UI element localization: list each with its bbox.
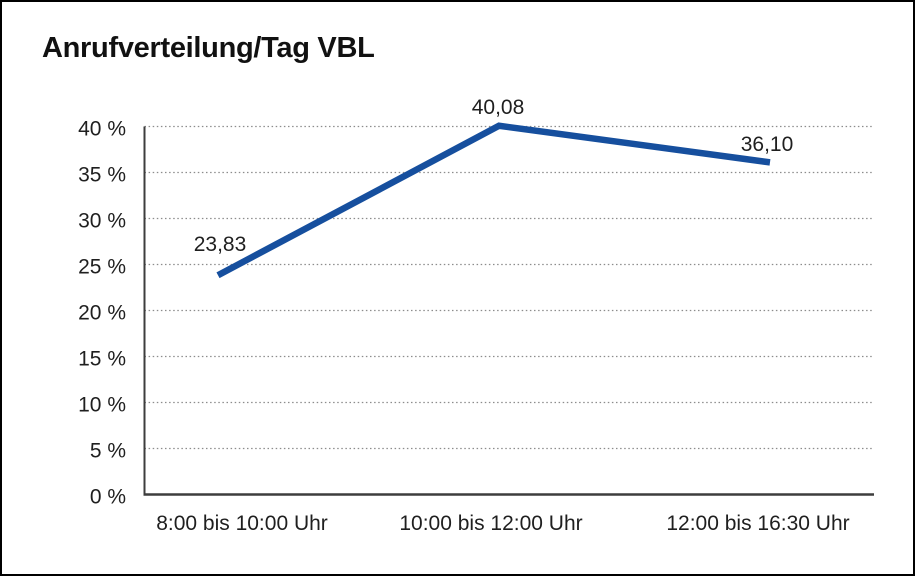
data-point-label: 40,08 [472, 96, 525, 119]
chart-title: Anrufverteilung/Tag VBL [42, 32, 375, 64]
y-tick-label: 25 % [78, 256, 126, 279]
x-category-label: 8:00 bis 10:00 Uhr [156, 512, 328, 535]
y-tick-label: 20 % [78, 302, 126, 325]
y-tick-label: 40 % [78, 118, 126, 141]
x-category-label: 12:00 bis 16:30 Uhr [666, 512, 849, 535]
y-tick-label: 30 % [78, 210, 126, 233]
x-category-label: 10:00 bis 12:00 Uhr [399, 512, 582, 535]
data-line [216, 122, 771, 279]
y-tick-label: 35 % [78, 164, 126, 187]
y-tick-label: 10 % [78, 394, 126, 417]
data-point-label: 23,83 [194, 233, 247, 256]
y-tick-label: 0 % [90, 486, 126, 509]
data-point-label: 36,10 [741, 133, 794, 156]
y-tick-label: 5 % [90, 440, 126, 463]
y-tick-label: 15 % [78, 348, 126, 371]
